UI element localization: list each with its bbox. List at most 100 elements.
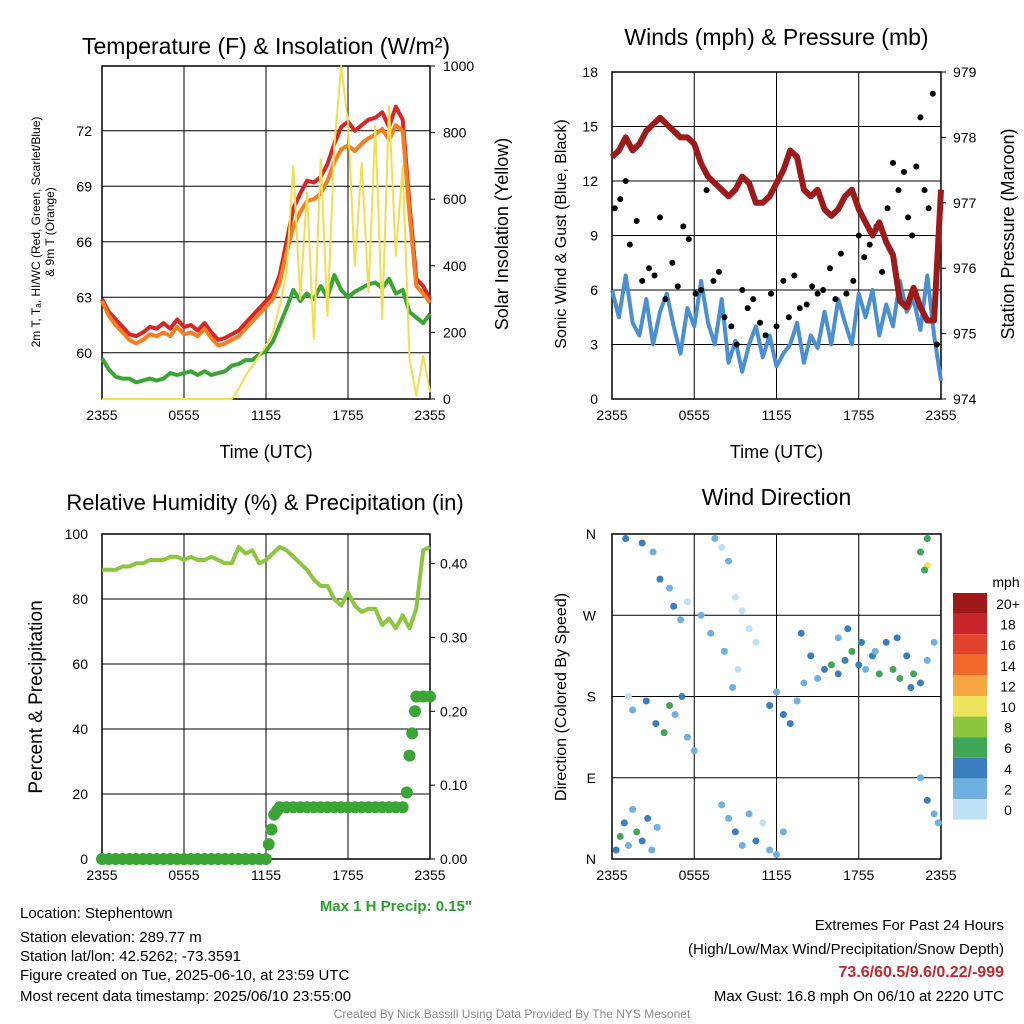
gust-point bbox=[925, 205, 932, 212]
legend-label: 12 bbox=[1000, 678, 1016, 694]
y-tick-label: 20 bbox=[72, 786, 88, 802]
gust-point bbox=[703, 187, 710, 194]
y-tick-label: 18 bbox=[582, 64, 598, 80]
y-tick-label: 15 bbox=[582, 119, 598, 135]
y-axis-label: Direction (Colored By Speed) bbox=[553, 593, 570, 801]
x-axis-label: Time (UTC) bbox=[730, 442, 823, 462]
direction-point bbox=[857, 638, 865, 646]
direction-point bbox=[666, 584, 674, 592]
right-tick-label: 0.00 bbox=[440, 851, 467, 867]
x-tick-label: 1755 bbox=[332, 867, 363, 883]
legend-label: 16 bbox=[1000, 637, 1016, 653]
legend-label: 20+ bbox=[996, 596, 1020, 612]
gust-point bbox=[656, 214, 663, 221]
y-tick-label: 3 bbox=[590, 337, 598, 353]
x-tick-label: 0555 bbox=[168, 867, 199, 883]
gust-point bbox=[814, 290, 821, 297]
y-tick-label: 69 bbox=[76, 178, 92, 194]
direction-point bbox=[916, 774, 924, 782]
direction-point bbox=[725, 557, 733, 565]
direction-point bbox=[731, 593, 739, 601]
gust-point bbox=[879, 268, 886, 275]
legend-swatch bbox=[953, 593, 987, 614]
direction-point bbox=[616, 832, 624, 840]
x-tick-label: 0555 bbox=[679, 407, 710, 423]
gust-point bbox=[780, 277, 787, 284]
precip-point bbox=[408, 705, 421, 718]
right-axis-label: Station Pressure (Maroon) bbox=[998, 128, 1018, 339]
x-tick-label: 2355 bbox=[414, 407, 445, 423]
gust-point bbox=[768, 290, 775, 297]
gust-point bbox=[890, 159, 897, 166]
location-text: Location: Stephentown bbox=[20, 905, 173, 922]
gust-point bbox=[843, 290, 850, 297]
gust-point bbox=[646, 265, 653, 272]
direction-point bbox=[729, 683, 737, 691]
direction-point bbox=[711, 535, 719, 543]
right-tick-label: 978 bbox=[953, 129, 977, 145]
precip-point bbox=[262, 838, 275, 851]
x-tick-label: 1155 bbox=[251, 407, 281, 423]
gust-point bbox=[626, 241, 633, 248]
y-tick-label: 9 bbox=[590, 228, 598, 244]
created-text: Figure created on Tue, 2025-06-10, at 23… bbox=[20, 967, 350, 984]
direction-point bbox=[827, 661, 835, 669]
direction-point bbox=[807, 652, 815, 660]
direction-tick-label: W bbox=[583, 607, 597, 623]
legend-swatch bbox=[953, 799, 987, 820]
precip-point bbox=[400, 786, 413, 799]
direction-point bbox=[653, 823, 661, 831]
right-tick-label: 0.40 bbox=[440, 556, 467, 572]
x-tick-label: 1155 bbox=[761, 407, 791, 423]
direction-point bbox=[624, 693, 632, 700]
gust-point bbox=[809, 283, 816, 290]
x-tick-label: 0555 bbox=[168, 407, 199, 423]
right-tick-label: 976 bbox=[953, 260, 977, 276]
legend-label: 6 bbox=[1004, 740, 1012, 756]
y-tick-label: 40 bbox=[72, 721, 88, 737]
direction-point bbox=[844, 625, 852, 633]
right-tick-label: 0.30 bbox=[440, 629, 467, 645]
series-line bbox=[102, 545, 431, 631]
direction-point bbox=[660, 729, 668, 737]
max-gust-text: Max Gust: 16.8 mph On 06/10 at 2220 UTC bbox=[713, 988, 1004, 1005]
x-tick-label: 2355 bbox=[596, 867, 627, 883]
legend-swatch bbox=[953, 737, 987, 758]
direction-point bbox=[786, 720, 794, 728]
direction-point bbox=[793, 697, 801, 705]
precip-point bbox=[396, 801, 409, 814]
series-line bbox=[610, 273, 943, 382]
direction-point bbox=[871, 647, 879, 655]
gust-point bbox=[929, 90, 936, 97]
gust-point bbox=[651, 272, 658, 279]
direction-point bbox=[910, 670, 918, 678]
right-tick-label: 974 bbox=[953, 391, 977, 407]
direction-point bbox=[834, 670, 842, 678]
gust-point bbox=[905, 214, 912, 221]
legend-swatch bbox=[953, 696, 987, 717]
y-axis-label: 2m T, Tₐ, HI/WC (Red, Green, Scarlet/Blu… bbox=[29, 117, 43, 348]
direction-point bbox=[923, 535, 931, 543]
gust-point bbox=[728, 323, 735, 330]
direction-point bbox=[629, 706, 637, 714]
right-tick-label: 975 bbox=[953, 326, 977, 342]
credit-text: Created By Nick Bassill Using Data Provi… bbox=[333, 1007, 691, 1021]
direction-point bbox=[841, 656, 849, 664]
gust-point bbox=[721, 314, 728, 321]
direction-point bbox=[738, 841, 746, 849]
chart-title: Relative Humidity (%) & Precipitation (i… bbox=[66, 490, 463, 515]
direction-point bbox=[638, 837, 646, 845]
direction-point bbox=[718, 544, 726, 552]
direction-point bbox=[638, 539, 646, 547]
x-axis-label: Time (UTC) bbox=[219, 442, 312, 462]
x-tick-label: 2355 bbox=[414, 867, 445, 883]
elevation-text: Station elevation: 289.77 m bbox=[20, 929, 202, 946]
direction-point bbox=[633, 828, 641, 836]
y-tick-label: 63 bbox=[76, 289, 92, 305]
gust-point bbox=[895, 187, 902, 194]
right-tick-label: 0.20 bbox=[440, 703, 467, 719]
x-tick-label: 2355 bbox=[86, 867, 117, 883]
legend-label: 0 bbox=[1004, 802, 1012, 818]
direction-point bbox=[629, 805, 637, 813]
